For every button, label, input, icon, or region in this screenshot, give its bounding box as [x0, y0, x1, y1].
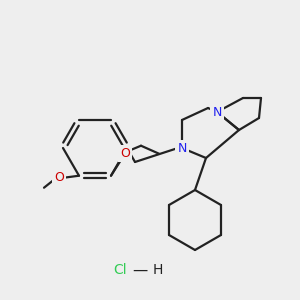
- Text: O: O: [120, 147, 130, 160]
- Text: N: N: [177, 142, 187, 154]
- Text: H: H: [153, 263, 163, 277]
- Text: O: O: [54, 171, 64, 184]
- Text: N: N: [212, 106, 222, 118]
- Text: Cl: Cl: [113, 263, 127, 277]
- Text: —: —: [132, 262, 148, 278]
